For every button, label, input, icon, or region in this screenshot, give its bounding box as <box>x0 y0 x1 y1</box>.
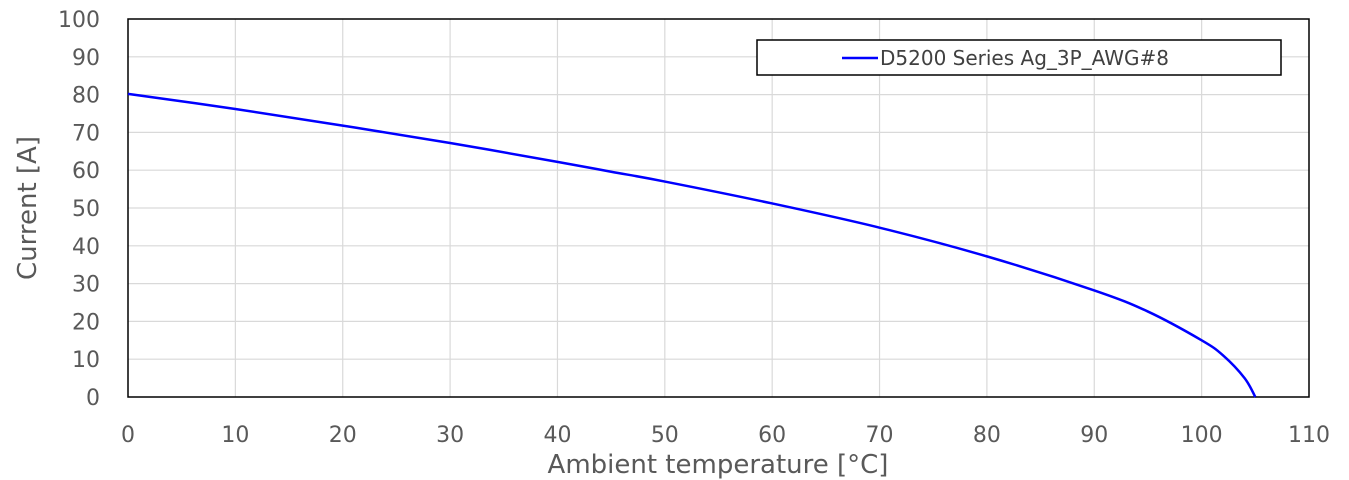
x-axis-ticks: 0 10 20 30 40 50 60 70 80 90 100 110 <box>121 423 1330 448</box>
y-tick-label: 70 <box>72 121 100 146</box>
x-tick-label: 10 <box>221 423 249 448</box>
series-layer <box>127 92 1257 398</box>
legend-label: D5200 Series Ag_3P_AWG#8 <box>880 46 1169 70</box>
y-tick-label: 30 <box>72 273 100 298</box>
x-tick-label: 110 <box>1288 423 1330 448</box>
y-tick-label: 40 <box>72 235 100 260</box>
x-tick-label: 20 <box>329 423 357 448</box>
y-tick-label: 50 <box>72 197 100 222</box>
x-tick-label: 60 <box>758 423 786 448</box>
y-tick-label: 100 <box>58 8 100 33</box>
x-tick-label: 70 <box>866 423 894 448</box>
x-tick-label: 30 <box>436 423 464 448</box>
y-tick-label: 10 <box>72 348 100 373</box>
x-tick-label: 100 <box>1181 423 1223 448</box>
y-tick-label: 60 <box>72 159 100 184</box>
legend: D5200 Series Ag_3P_AWG#8 <box>756 39 1282 76</box>
series-line <box>127 92 1257 398</box>
x-tick-label: 50 <box>651 423 679 448</box>
y-tick-label: 80 <box>72 84 100 109</box>
y-tick-label: 0 <box>86 386 100 411</box>
plot-area-border <box>127 18 1310 398</box>
x-tick-label: 90 <box>1080 423 1108 448</box>
x-tick-label: 40 <box>543 423 571 448</box>
x-tick-label: 80 <box>973 423 1001 448</box>
y-axis-ticks: 0 10 20 30 40 50 60 70 80 90 100 <box>58 8 100 411</box>
y-axis-title: Current [A] <box>13 136 43 280</box>
x-tick-label: 0 <box>121 423 135 448</box>
x-axis-title: Ambient temperature [°C] <box>548 450 889 480</box>
y-tick-label: 90 <box>72 46 100 71</box>
grid <box>128 19 1309 397</box>
y-tick-label: 20 <box>72 310 100 335</box>
